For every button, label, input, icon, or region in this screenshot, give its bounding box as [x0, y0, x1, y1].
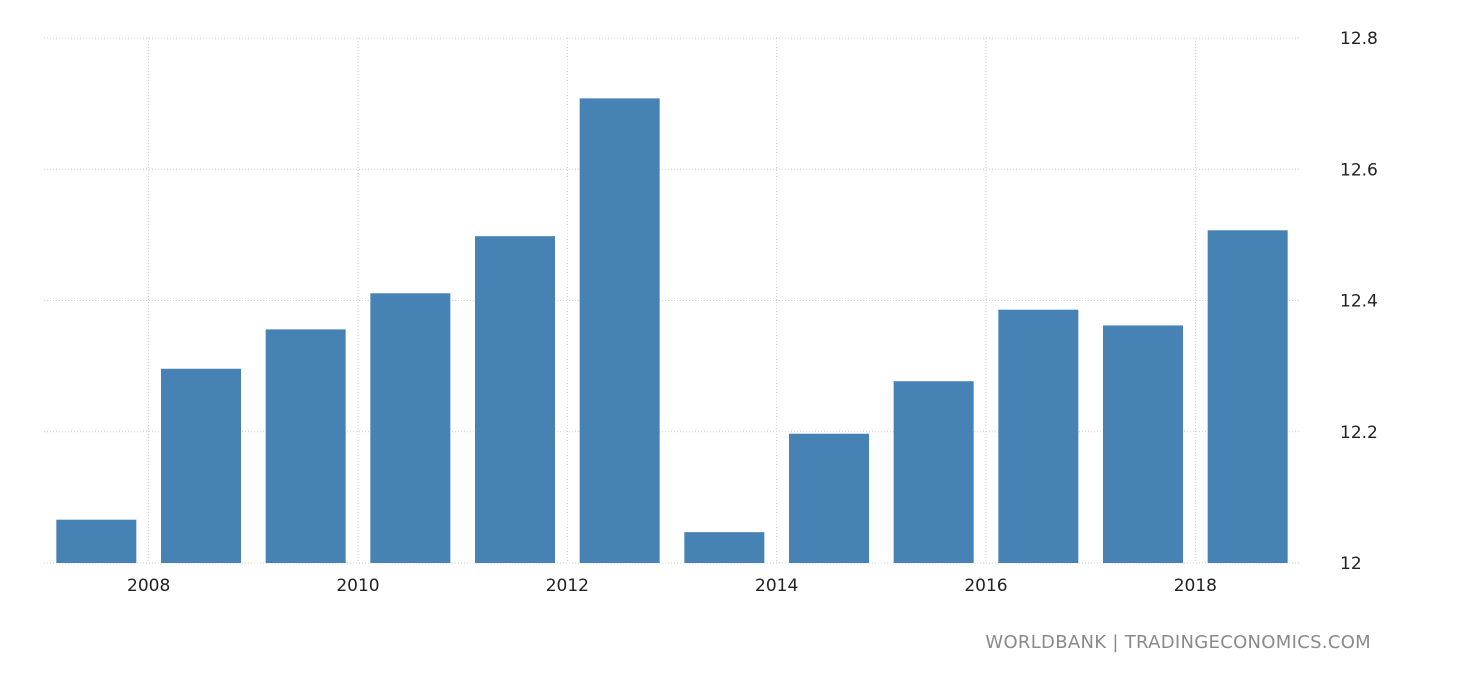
x-tick-label: 2016: [964, 576, 1007, 596]
x-tick-label: 2012: [546, 576, 589, 596]
x-tick-label: 2010: [336, 576, 379, 596]
bar: [1207, 230, 1288, 563]
y-axis-ticks: 12 12.2 12.4 12.6 12.8: [1340, 29, 1378, 574]
x-tick-label: 2014: [755, 576, 798, 596]
bar: [265, 329, 346, 563]
x-tick-label: 2008: [127, 576, 170, 596]
bar: [684, 532, 765, 563]
bar: [789, 433, 869, 563]
y-tick-label: 12.2: [1340, 423, 1378, 443]
bar: [579, 98, 660, 563]
source-credit: WORLDBANK | TRADINGECONOMICS.COM: [985, 632, 1371, 653]
bar: [998, 309, 1079, 563]
bar: [370, 293, 451, 563]
x-tick-label: 2018: [1174, 576, 1217, 596]
bar: [161, 368, 241, 563]
y-tick-label: 12.4: [1340, 292, 1378, 312]
x-axis-ticks: 2008 2010 2012 2014 2016 2018: [127, 576, 1217, 596]
y-tick-label: 12.8: [1340, 29, 1378, 49]
bar: [475, 236, 555, 563]
grid-lines: [44, 37, 1300, 564]
y-tick-label: 12: [1340, 554, 1362, 574]
y-tick-label: 12.6: [1340, 160, 1378, 180]
bar: [1103, 325, 1183, 563]
bar: [56, 519, 137, 563]
bars: [56, 98, 1288, 563]
bar: [893, 381, 974, 563]
